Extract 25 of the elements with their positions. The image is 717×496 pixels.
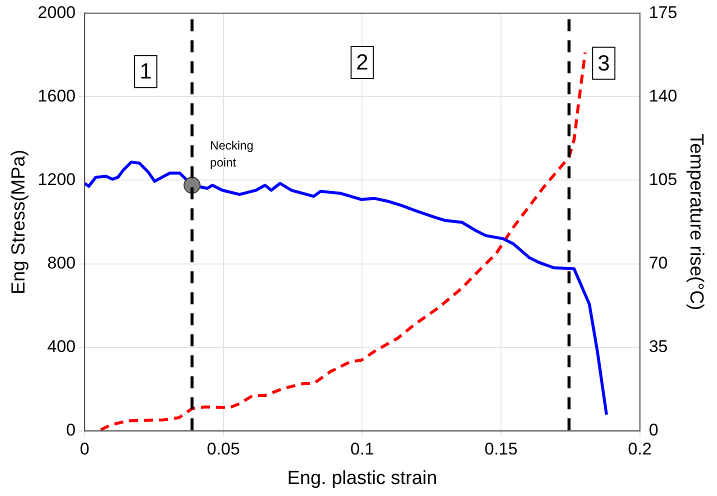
y-tick-label: 1200 xyxy=(38,170,76,189)
y2-tick-label: 140 xyxy=(648,86,678,106)
y2-tick-label: 35 xyxy=(648,336,668,356)
y-tick-label: 1600 xyxy=(38,86,76,106)
y-tick-label: 2000 xyxy=(38,2,76,22)
x-tick-label: 0.05 xyxy=(206,440,240,459)
annotation: 1 xyxy=(140,58,152,84)
x-axis-title: Eng. plastic strain xyxy=(287,468,438,489)
annotation: Necking point xyxy=(210,138,254,170)
line-series xyxy=(99,51,587,431)
x-tick-label: 0 xyxy=(80,440,90,459)
y2-tick-label: 105 xyxy=(648,170,678,189)
annotation: 2 xyxy=(356,50,368,75)
annotation: 3 xyxy=(598,50,610,76)
y-tick-label: 0 xyxy=(66,420,76,440)
y-axis-title: Eng Stress(MPa) xyxy=(8,150,30,294)
x-tick-label: 0.15 xyxy=(484,440,518,459)
y2-tick-label: 0 xyxy=(648,420,658,440)
y-tick-label: 800 xyxy=(47,253,76,272)
x-tick-label: 0.2 xyxy=(628,440,652,459)
y-tick-label: 400 xyxy=(47,336,76,356)
y2-tick-label: 70 xyxy=(648,253,668,272)
y2-axis-title: Temperature rise(°C) xyxy=(685,134,706,310)
y2-tick-label: 175 xyxy=(648,2,678,22)
x-tick-label: 0.1 xyxy=(350,440,374,459)
